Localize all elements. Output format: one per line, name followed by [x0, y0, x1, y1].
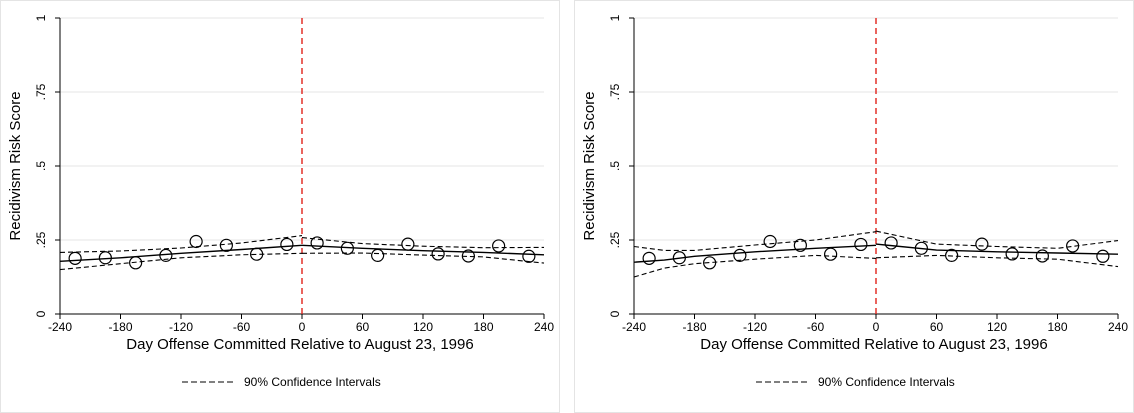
- y-tick-label: .5: [608, 161, 622, 171]
- fit-line-right: [875, 243, 1119, 255]
- data-point: [793, 238, 807, 252]
- data-point: [310, 236, 324, 250]
- x-tick-label: 120: [413, 320, 433, 334]
- data-point: [250, 247, 264, 261]
- data-point: [522, 249, 536, 263]
- data-point: [763, 234, 777, 249]
- data-point: [159, 248, 173, 262]
- y-tick-label: .25: [34, 231, 48, 248]
- x-axis-title: Day Offense Committed Relative to August…: [700, 336, 1047, 353]
- y-tick-label: 1: [608, 14, 622, 21]
- x-tick-label: -60: [233, 320, 251, 334]
- ci-upper-right: [301, 237, 545, 249]
- legend-label: 90% Confidence Intervals: [818, 375, 955, 389]
- data-point: [98, 251, 112, 265]
- x-tick-label: -60: [807, 320, 825, 334]
- x-tick-label: 60: [356, 320, 370, 334]
- ci-upper-right: [875, 230, 1119, 249]
- data-point: [703, 256, 717, 270]
- data-point: [914, 241, 928, 255]
- ci-lower-right: [301, 252, 545, 264]
- y-tick-label: 0: [608, 310, 622, 317]
- data-point: [824, 247, 838, 261]
- data-point: [401, 237, 415, 251]
- fit-line-right: [301, 244, 545, 256]
- panel-border: [0, 0, 560, 413]
- data-point: [280, 237, 294, 252]
- y-axis-title: Recidivism Risk Score: [581, 91, 598, 240]
- fit-line-left: [633, 244, 877, 263]
- ci-lower-right: [875, 254, 1119, 268]
- x-tick-label: -180: [108, 320, 132, 334]
- chart-panel-right: 0 .25 .5 .75 1 -240 -180 -120 -60 0 60 120 180 240 Day…: [574, 0, 1134, 413]
- data-point: [1005, 247, 1019, 261]
- fit-line-left: [59, 244, 303, 262]
- y-axis-title: Recidivism Risk Score: [7, 91, 24, 240]
- x-tick-label: 120: [987, 320, 1007, 334]
- legend-label: 90% Confidence Intervals: [244, 375, 381, 389]
- data-point: [672, 251, 686, 265]
- y-tick-label: .75: [608, 83, 622, 100]
- data-point: [492, 239, 506, 253]
- data-point: [945, 248, 959, 262]
- x-tick-label: -240: [48, 320, 72, 334]
- data-point: [733, 248, 747, 262]
- x-tick-label: -120: [169, 320, 193, 334]
- panel-border: [574, 0, 1134, 413]
- x-tick-label: 0: [299, 320, 306, 334]
- y-tick-label: .75: [34, 83, 48, 100]
- x-tick-label: -120: [743, 320, 767, 334]
- y-tick-label: 0: [34, 310, 48, 317]
- y-tick-label: .5: [34, 161, 48, 171]
- ci-upper-left: [633, 231, 877, 251]
- y-tick-label: .25: [608, 231, 622, 248]
- data-point: [1096, 249, 1110, 263]
- data-point: [219, 238, 233, 252]
- data-point: [1035, 249, 1049, 263]
- x-tick-label: 60: [930, 320, 944, 334]
- x-tick-label: 240: [1108, 320, 1128, 334]
- data-point: [129, 256, 143, 270]
- x-axis-title: Day Offense Committed Relative to August…: [126, 336, 473, 353]
- x-tick-label: 240: [534, 320, 554, 334]
- x-tick-label: -240: [622, 320, 646, 334]
- x-tick-label: 180: [1047, 320, 1067, 334]
- data-point: [884, 236, 898, 250]
- x-tick-label: 180: [473, 320, 493, 334]
- data-point: [68, 251, 82, 265]
- data-point: [371, 248, 385, 262]
- data-point: [461, 249, 475, 263]
- ci-lower-left: [633, 254, 877, 278]
- data-point: [642, 251, 656, 265]
- data-point: [431, 247, 445, 261]
- ci-upper-left: [59, 235, 303, 253]
- data-point: [340, 241, 354, 255]
- data-point: [975, 237, 989, 251]
- data-point: [1066, 239, 1080, 253]
- ci-lower-left: [59, 252, 303, 271]
- data-point: [854, 237, 868, 252]
- x-tick-label: -180: [682, 320, 706, 334]
- chart-panel-left: 0 .25 .5 .75 1 -240 -180 -120 -60 0 60 120 180 240 Day…: [0, 0, 560, 413]
- y-tick-label: 1: [34, 14, 48, 21]
- x-tick-label: 0: [873, 320, 880, 334]
- data-point: [189, 234, 203, 249]
